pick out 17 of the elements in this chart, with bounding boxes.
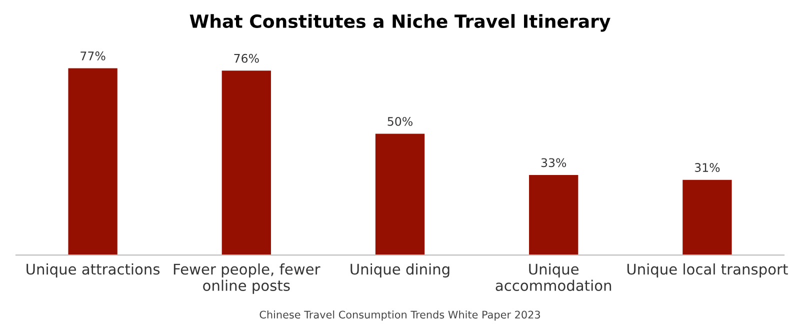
data-label: 33% bbox=[541, 158, 566, 168]
bar bbox=[682, 180, 732, 256]
chart-title: What Constitutes a Niche Travel Itinerary bbox=[190, 14, 610, 32]
bar bbox=[529, 174, 578, 256]
data-label: 77% bbox=[80, 51, 106, 60]
text: Chinese Travel Consumption Trends White Paper 2023 bbox=[260, 310, 540, 321]
x-tick-label: Unique dining bbox=[350, 263, 450, 278]
x-tick-label: Unique accommodation bbox=[496, 263, 612, 292]
data-label: 50% bbox=[388, 116, 412, 126]
x-tick-label: Unique attractions bbox=[26, 263, 160, 278]
data-label: 76% bbox=[234, 54, 259, 63]
bar bbox=[68, 68, 118, 256]
bar bbox=[375, 134, 425, 256]
x-tick-label: Unique local transport bbox=[627, 263, 788, 278]
x-tick-label: Fewer people, fewer online posts bbox=[174, 263, 320, 294]
bar bbox=[222, 70, 271, 256]
data-label: 31% bbox=[694, 163, 720, 172]
